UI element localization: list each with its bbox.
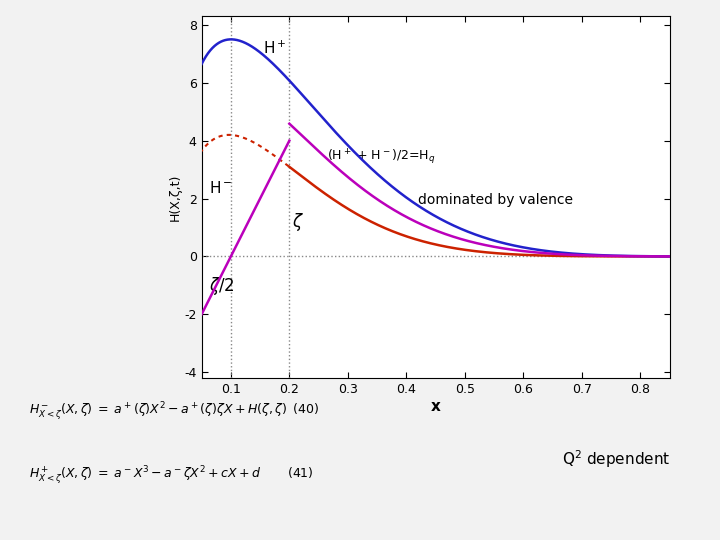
Text: H$^-$: H$^-$ bbox=[209, 180, 232, 196]
Y-axis label: H(X,ζ,t): H(X,ζ,t) bbox=[168, 173, 181, 221]
Text: $\zeta$/2: $\zeta$/2 bbox=[209, 275, 234, 297]
X-axis label: x: x bbox=[431, 399, 441, 414]
Text: $H^-_{X<\zeta}(X,\zeta)\;=\;a^+(\zeta)X^2-a^+(\zeta)\zeta X+H(\zeta,\zeta)\;\;(4: $H^-_{X<\zeta}(X,\zeta)\;=\;a^+(\zeta)X^… bbox=[29, 400, 320, 422]
Text: (H$^+$ + H$^-$)/2=H$_q$: (H$^+$ + H$^-$)/2=H$_q$ bbox=[328, 148, 436, 167]
Text: dominated by valence: dominated by valence bbox=[418, 193, 573, 207]
Text: $H^+_{X<\zeta}(X,\zeta)\;=\;a^-X^3-a^-\zeta X^2+cX+d\qquad\;(41)$: $H^+_{X<\zeta}(X,\zeta)\;=\;a^-X^3-a^-\z… bbox=[29, 464, 313, 487]
Text: Q$^2$ dependent: Q$^2$ dependent bbox=[562, 448, 670, 470]
Text: H$^+$: H$^+$ bbox=[263, 39, 287, 57]
Text: $\zeta$: $\zeta$ bbox=[292, 212, 304, 233]
